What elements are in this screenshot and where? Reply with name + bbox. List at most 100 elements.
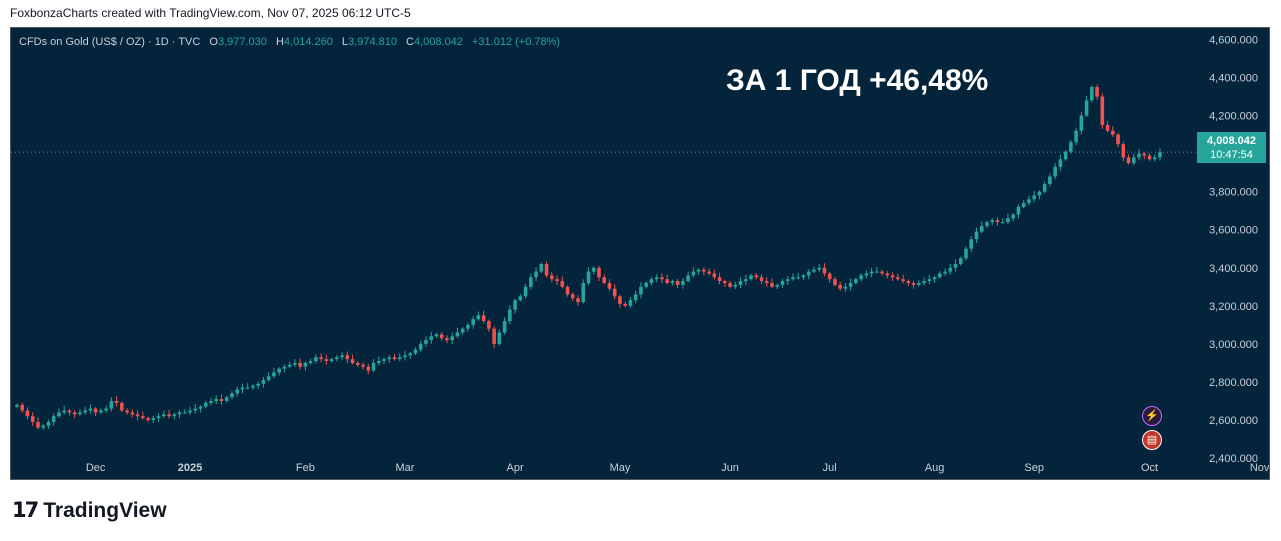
candle-body — [15, 404, 19, 407]
candle-body — [848, 282, 853, 287]
x-tick-label: May — [610, 462, 631, 474]
candle-body — [723, 281, 727, 283]
candle-body — [83, 410, 87, 413]
candle-body — [565, 286, 570, 295]
candle-body — [885, 273, 890, 276]
candle-body — [1105, 125, 1110, 131]
x-tick-label: Apr — [507, 462, 524, 474]
candle-body — [162, 414, 166, 417]
candle-body — [612, 288, 617, 297]
candle-body — [397, 357, 402, 360]
candle-body — [298, 362, 302, 367]
tradingview-logo: 𝟭𝟳 TradingView — [12, 498, 167, 523]
candle-body — [99, 410, 103, 413]
candle-body — [1048, 176, 1052, 185]
candle-body — [303, 362, 308, 367]
candle-body — [817, 267, 821, 270]
candle-body — [1137, 153, 1141, 158]
candle-body — [958, 258, 963, 264]
open-label: O — [209, 36, 218, 48]
candle-body — [812, 269, 816, 272]
candle-body — [628, 300, 633, 306]
candle-body — [424, 340, 428, 344]
candle-body — [256, 383, 260, 386]
candlestick-chart[interactable]: 2,400.000 2,600.000 2,800.000 3,000.000 3,20… — [11, 28, 1269, 479]
candle-body — [20, 404, 25, 411]
candle-body — [775, 284, 780, 287]
y-tick-label: 2,800.000 — [1209, 377, 1258, 389]
candle-body — [1027, 199, 1031, 204]
candle-body — [1116, 134, 1120, 145]
candle-body — [224, 397, 229, 401]
candle-body — [356, 362, 360, 365]
candle-body — [1142, 153, 1147, 156]
candle-body — [314, 357, 318, 362]
candle-body — [1042, 184, 1047, 192]
x-tick-label: Dec — [86, 462, 106, 474]
candle-body — [985, 222, 989, 226]
candle-body — [597, 267, 601, 278]
candle-body — [408, 353, 413, 356]
candle-body — [1126, 157, 1131, 164]
high-label: H — [275, 36, 284, 48]
candle-body — [570, 294, 575, 299]
candle-body — [350, 359, 355, 363]
candle-body — [660, 277, 664, 280]
candle-body — [707, 271, 711, 274]
candle-body — [88, 408, 93, 411]
candle-body — [167, 414, 171, 417]
candle-body — [67, 410, 72, 413]
chart-headline: ЗА 1 ГОД +46,48% — [726, 64, 989, 97]
candle-body — [581, 282, 586, 303]
y-tick-label: 3,400.000 — [1209, 263, 1258, 275]
candle-body — [492, 328, 496, 344]
candle-body — [1063, 151, 1068, 160]
candle-body — [513, 300, 517, 310]
chart-panel[interactable]: CFDs on Gold (US$ / OZ) · 1D · TVC O3,97… — [10, 27, 1270, 480]
low-label: L — [341, 36, 349, 48]
candle-body — [324, 359, 329, 362]
candle-body — [1121, 144, 1126, 158]
candle-body — [681, 281, 685, 285]
current-price: 4,008.042 — [1207, 135, 1256, 147]
candle-body — [749, 275, 753, 280]
candle-body — [644, 282, 648, 287]
candle-body — [114, 400, 119, 403]
us-flag-icon[interactable]: ▤ — [1142, 430, 1162, 450]
candle-body — [466, 324, 470, 329]
candle-body — [827, 273, 832, 280]
candle-body — [1152, 157, 1157, 160]
candle-body — [266, 376, 271, 381]
candle-body — [335, 357, 339, 360]
candle-body — [544, 263, 549, 276]
candle-body — [539, 263, 544, 272]
symbol-header: CFDs on Gold (US$ / OZ) · 1D · TVC O3,97… — [19, 36, 566, 48]
candle-body — [691, 271, 696, 276]
candle-body — [1000, 222, 1005, 224]
candle-body — [633, 294, 638, 301]
candle-body — [618, 296, 622, 304]
candle-body — [240, 387, 245, 390]
candle-body — [901, 279, 905, 282]
logo-text: TradingView — [43, 499, 167, 522]
candle-body — [875, 271, 879, 273]
candle-body — [198, 406, 203, 409]
candle-body — [806, 271, 811, 276]
symbol-name[interactable]: CFDs on Gold (US$ / OZ) · 1D · TVC — [19, 36, 201, 48]
candle-body — [754, 275, 759, 278]
candle-body — [654, 277, 659, 280]
x-tick-label: 2025 — [178, 462, 202, 474]
candle-body — [25, 410, 30, 417]
candle-body — [1090, 86, 1094, 101]
y-tick-label: 4,200.000 — [1209, 111, 1258, 123]
candle-body — [141, 416, 145, 419]
lightning-icon[interactable]: ⚡ — [1142, 406, 1162, 426]
candle-body — [1084, 100, 1089, 116]
candle-body — [534, 271, 538, 278]
candle-body — [329, 359, 334, 362]
candle-body — [487, 321, 491, 329]
candle-body — [235, 389, 240, 394]
chart-credit: FoxbonzaCharts created with TradingView.… — [10, 6, 411, 20]
x-tick-label: Mar — [396, 462, 415, 474]
candle-body — [450, 336, 454, 341]
